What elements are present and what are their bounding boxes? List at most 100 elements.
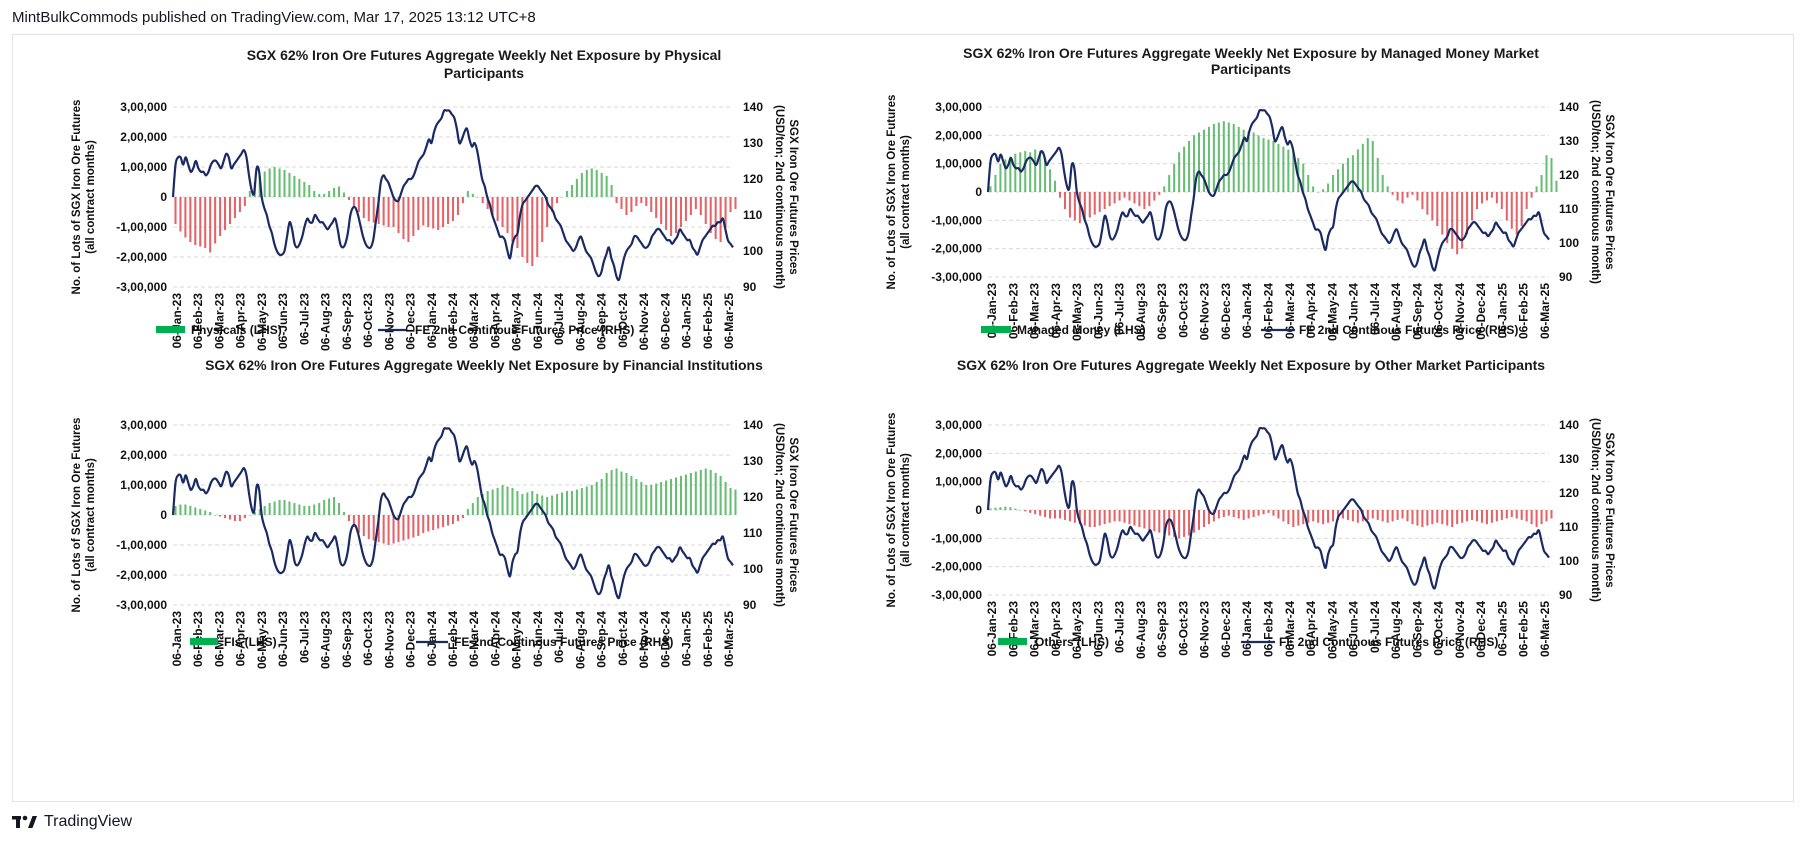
y-left-tick-label: -2,00,000: [116, 568, 167, 582]
net-exposure-bar: [1252, 510, 1255, 518]
net-exposure-bar: [1476, 192, 1479, 209]
x-tick-label: 06-Nov-24: [637, 293, 651, 351]
net-exposure-bar: [679, 476, 682, 515]
y-left-tick-label: 0: [160, 190, 167, 204]
x-tick-label: 06-Aug-24: [1389, 283, 1403, 341]
net-exposure-bar: [684, 474, 687, 515]
net-exposure-bar: [1510, 192, 1513, 229]
x-tick-label: 06-Dec-24: [1474, 283, 1488, 340]
net-exposure-bar: [1431, 510, 1434, 525]
net-exposure-bar: [1212, 124, 1215, 192]
y-left-tick-label: -3,00,000: [116, 598, 167, 612]
net-exposure-bar: [402, 197, 405, 239]
net-exposure-bar: [268, 503, 271, 515]
net-exposure-bar: [670, 479, 673, 515]
legend-bar-swatch: [156, 326, 185, 333]
x-tick-label: 06-Sep-23: [340, 611, 354, 668]
x-tick-label: 06-Apr-23: [1049, 601, 1063, 657]
x-tick-label: 06-Jan-24: [425, 293, 439, 349]
net-exposure-bar: [243, 515, 246, 518]
net-exposure-bar: [1535, 510, 1538, 527]
net-exposure-bar: [1004, 159, 1007, 192]
net-exposure-bar: [541, 197, 544, 242]
net-exposure-bar: [1202, 129, 1205, 192]
x-tick-label: 06-Jan-24: [1240, 283, 1254, 339]
net-exposure-bar: [1103, 510, 1106, 525]
net-exposure-bar: [575, 489, 578, 515]
price-line: [171, 426, 734, 600]
net-exposure-bar: [1158, 510, 1161, 533]
tradingview-brand[interactable]: TradingView: [12, 813, 132, 831]
net-exposure-bar: [694, 471, 697, 515]
net-exposure-bar: [397, 197, 400, 233]
net-exposure-bar: [704, 197, 707, 224]
net-exposure-bar: [442, 515, 445, 527]
net-exposure-bar: [328, 191, 331, 197]
net-exposure-bar: [1004, 506, 1007, 510]
net-exposure-bar: [298, 179, 301, 197]
net-exposure-bar: [1386, 510, 1389, 523]
net-exposure-bar: [1322, 510, 1325, 525]
net-exposure-bar: [412, 197, 415, 236]
net-exposure-bar: [209, 512, 212, 515]
y-left-tick-label: -3,00,000: [116, 280, 167, 294]
net-exposure-bar: [585, 170, 588, 197]
net-exposure-bar: [1346, 510, 1349, 520]
y-left-tick-label: 2,00,000: [935, 446, 982, 460]
x-tick-label: 06-Mar-23: [212, 611, 226, 667]
net-exposure-bar: [303, 506, 306, 515]
net-exposure-bar: [1262, 138, 1265, 192]
net-exposure-bar: [994, 175, 997, 192]
x-tick-label: 06-Sep-24: [595, 611, 609, 668]
x-tick-label: 06-Jul-24: [1368, 283, 1382, 335]
x-tick-label: 06-Aug-23: [319, 293, 333, 351]
net-exposure-bar: [1212, 510, 1215, 522]
y-right-tick-label: 110: [1559, 202, 1579, 216]
net-exposure-bar: [1332, 175, 1335, 192]
net-exposure-bar: [303, 182, 306, 197]
y-right-tick-label: 90: [743, 280, 757, 294]
net-exposure-bar: [1302, 163, 1305, 192]
x-tick-label: 06-Jan-23: [985, 283, 999, 339]
net-exposure-bar: [1287, 149, 1290, 192]
net-exposure-bar: [1054, 510, 1057, 519]
y-right-tick-label: 140: [743, 418, 763, 432]
net-exposure-bar: [298, 504, 301, 515]
net-exposure-bar: [1197, 510, 1201, 530]
net-exposure-bar: [1267, 139, 1270, 192]
x-tick-label: 06-Jul-23: [297, 611, 311, 663]
x-tick-label: 06-Feb-23: [191, 293, 205, 349]
net-exposure-bar: [1148, 192, 1151, 207]
net-exposure-bar: [1317, 510, 1320, 523]
x-tick-label: 06-Jan-25: [680, 293, 694, 349]
net-exposure-bar: [1217, 122, 1220, 192]
net-exposure-bar: [1510, 510, 1513, 518]
net-exposure-bar: [1346, 158, 1349, 192]
net-exposure-bar: [1153, 192, 1156, 201]
net-exposure-bar: [501, 197, 504, 227]
net-exposure-bar: [352, 197, 355, 206]
y-left-tick-label: 2,00,000: [935, 128, 982, 142]
net-exposure-bar: [224, 197, 227, 230]
net-exposure-bar: [729, 197, 732, 212]
x-tick-label: 06-Nov-23: [1198, 283, 1212, 341]
net-exposure-bar: [1500, 192, 1503, 209]
x-tick-label: 06-Apr-23: [1049, 283, 1063, 339]
net-exposure-bar: [556, 197, 559, 203]
net-exposure-bar: [1376, 158, 1379, 192]
x-tick-label: 06-Feb-24: [1262, 283, 1276, 339]
y-left-axis-label: (all contract months): [85, 140, 97, 254]
y-right-tick-label: 120: [743, 172, 763, 186]
net-exposure-bar: [1073, 192, 1076, 221]
x-tick-label: 06-Dec-23: [1219, 283, 1233, 340]
net-exposure-bar: [1063, 192, 1066, 209]
net-exposure-bar: [1232, 510, 1235, 518]
y-left-tick-label: 3,00,000: [935, 418, 982, 432]
net-exposure-bar: [1247, 131, 1250, 192]
net-exposure-bar: [1351, 510, 1354, 522]
net-exposure-bar: [1044, 510, 1047, 518]
net-exposure-bar: [248, 191, 251, 197]
y-left-tick-label: -1,00,000: [116, 538, 167, 552]
net-exposure-bar: [273, 167, 276, 197]
net-exposure-bar: [506, 197, 509, 233]
